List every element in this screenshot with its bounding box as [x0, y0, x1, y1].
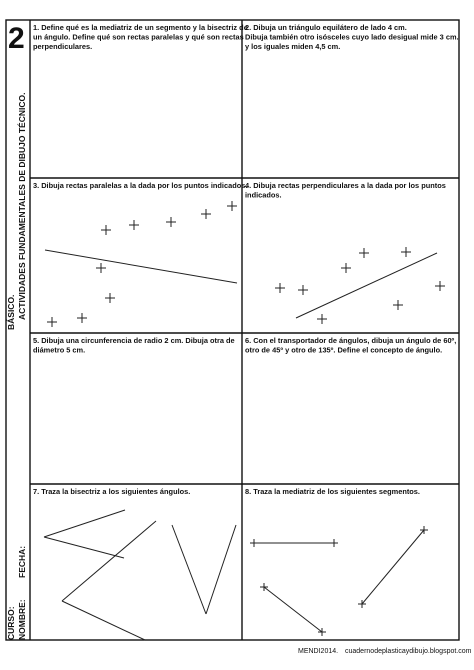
- exercise-text: perpendiculares.: [33, 42, 92, 51]
- exercise-3-drawing: [44, 201, 238, 327]
- footer-left: MENDI2014.: [298, 648, 338, 655]
- exercise-text: indicados.: [245, 191, 282, 200]
- sidebar-line: BÁSICO.: [6, 295, 16, 330]
- exercise-text: Dibuja también otro isósceles cuyo lado …: [245, 33, 459, 42]
- field-label: FECHA:: [17, 546, 27, 578]
- field-label: NOMBRE:: [17, 599, 27, 640]
- exercise-7-angles: [43, 509, 237, 641]
- exercise-text: 4. Dibuja rectas perpendiculares a la da…: [245, 181, 446, 190]
- outer-border: [5, 19, 460, 641]
- exercise-text: un ángulo. Define qué son rectas paralel…: [33, 33, 244, 42]
- exercise-text: y los iguales miden 4,5 cm.: [245, 42, 340, 51]
- exercise-text: 6. Con el transportador de ángulos, dibu…: [245, 336, 456, 345]
- footer-right: cuadernodeplasticaydibujo.blogspot.com: [345, 648, 472, 655]
- sheet-number: 2: [8, 22, 25, 55]
- exercise-4-drawing: [275, 247, 445, 324]
- cell-texts: 1. Define qué es la mediatriz de un segm…: [33, 23, 459, 496]
- exercise-text: 2. Dibuja un triángulo equilátero de lad…: [245, 23, 407, 32]
- exercise-text: diámetro 5 cm.: [33, 346, 85, 355]
- field-label: CURSO:: [6, 606, 16, 640]
- sidebar-line: ACTIVIDADES FUNDAMENTALES DE DIBUJO TÉCN…: [17, 93, 27, 320]
- exercise-8-segments: [250, 526, 428, 636]
- exercise-text: 8. Traza la mediatriz de los siguientes …: [245, 487, 420, 496]
- exercise-text: 3. Dibuja rectas paralelas a la dada por…: [33, 181, 247, 190]
- exercise-text: 5. Dibuja una circunferencia de radio 2 …: [33, 336, 235, 345]
- exercise-text: otro de 45º y otro de 135º. Define el co…: [245, 346, 442, 355]
- exercise-text: 1. Define qué es la mediatriz de un segm…: [33, 23, 248, 32]
- exercise-text: 7. Traza la bisectriz a los siguientes á…: [33, 487, 190, 496]
